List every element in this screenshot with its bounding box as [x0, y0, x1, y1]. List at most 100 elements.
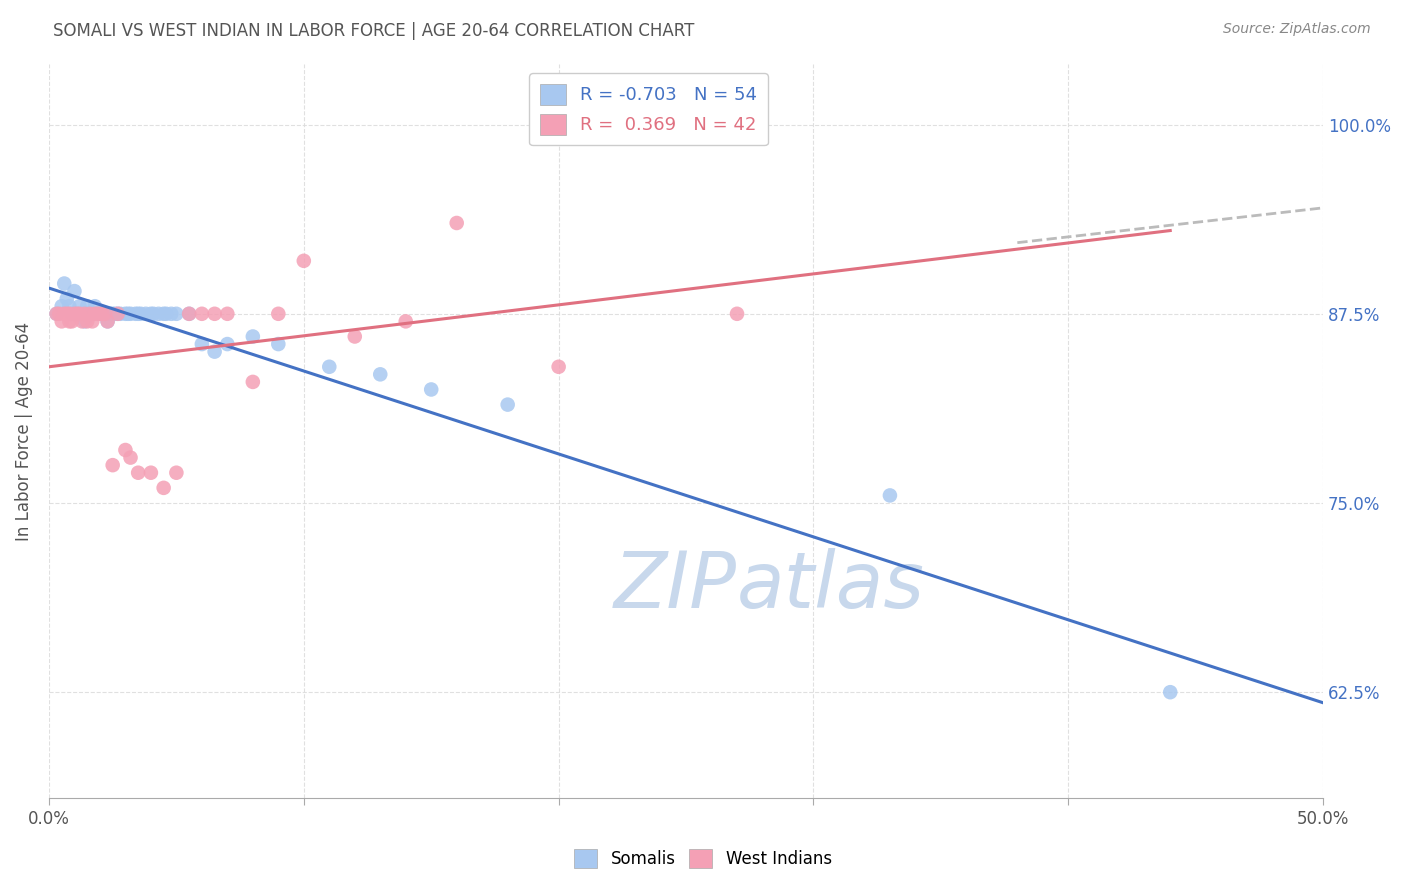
Point	[343, 329, 366, 343]
Point	[179, 307, 201, 321]
Point	[51, 299, 73, 313]
Point	[58, 307, 80, 321]
Text: ZIP: ZIP	[614, 549, 737, 624]
Point	[368, 368, 391, 382]
Point	[60, 307, 83, 321]
Point	[56, 292, 79, 306]
Point	[879, 488, 901, 502]
Point	[97, 314, 120, 328]
Point	[89, 307, 111, 321]
Point	[82, 314, 104, 328]
Point	[114, 307, 136, 321]
Point	[79, 307, 101, 321]
Point	[69, 307, 91, 321]
Point	[110, 307, 132, 321]
Point	[58, 299, 80, 313]
Point	[66, 307, 89, 321]
Point	[63, 307, 86, 321]
Point	[318, 359, 340, 374]
Point	[94, 307, 117, 321]
Point	[56, 307, 79, 321]
Point	[127, 466, 149, 480]
Point	[83, 299, 105, 313]
Point	[97, 314, 120, 328]
Point	[45, 307, 67, 321]
Point	[179, 307, 201, 321]
Point	[142, 307, 165, 321]
Point	[58, 314, 80, 328]
Point	[104, 307, 127, 321]
Point	[63, 284, 86, 298]
Point	[242, 329, 264, 343]
Point	[66, 307, 89, 321]
Point	[70, 314, 93, 328]
Point	[395, 314, 418, 328]
Point	[139, 466, 162, 480]
Point	[1159, 685, 1181, 699]
Point	[107, 307, 129, 321]
Point	[114, 443, 136, 458]
Point	[91, 307, 114, 321]
Point	[127, 307, 149, 321]
Point	[165, 466, 187, 480]
Point	[120, 307, 142, 321]
Point	[79, 307, 101, 321]
Point	[89, 307, 111, 321]
Y-axis label: In Labor Force | Age 20-64: In Labor Force | Age 20-64	[15, 321, 32, 541]
Point	[152, 307, 174, 321]
Point	[135, 307, 157, 321]
Point	[120, 450, 142, 465]
Text: SOMALI VS WEST INDIAN IN LABOR FORCE | AGE 20-64 CORRELATION CHART: SOMALI VS WEST INDIAN IN LABOR FORCE | A…	[53, 22, 695, 40]
Point	[69, 299, 91, 313]
Point	[420, 383, 443, 397]
Point	[117, 307, 139, 321]
Point	[53, 277, 76, 291]
Point	[191, 307, 214, 321]
Point	[94, 307, 117, 321]
Point	[51, 314, 73, 328]
Point	[76, 314, 98, 328]
Text: atlas: atlas	[737, 549, 925, 624]
Point	[725, 307, 748, 321]
Point	[82, 307, 104, 321]
Point	[70, 307, 93, 321]
Point	[160, 307, 183, 321]
Point	[242, 375, 264, 389]
Point	[53, 307, 76, 321]
Text: Source: ZipAtlas.com: Source: ZipAtlas.com	[1223, 22, 1371, 37]
Point	[107, 307, 129, 321]
Point	[547, 359, 569, 374]
Point	[101, 458, 124, 472]
Legend: R = -0.703   N = 54, R =  0.369   N = 42: R = -0.703 N = 54, R = 0.369 N = 42	[530, 73, 768, 145]
Point	[267, 337, 290, 351]
Point	[148, 307, 170, 321]
Point	[292, 253, 315, 268]
Point	[86, 307, 108, 321]
Point	[60, 314, 83, 328]
Point	[98, 307, 121, 321]
Point	[496, 398, 519, 412]
Point	[165, 307, 187, 321]
Point	[73, 307, 96, 321]
Point	[267, 307, 290, 321]
Point	[446, 216, 468, 230]
Point	[217, 337, 239, 351]
Point	[101, 307, 124, 321]
Point	[63, 307, 86, 321]
Point	[155, 307, 177, 321]
Point	[91, 307, 114, 321]
Point	[191, 337, 214, 351]
Point	[129, 307, 152, 321]
Point	[86, 307, 108, 321]
Point	[83, 307, 105, 321]
Point	[204, 344, 226, 359]
Point	[217, 307, 239, 321]
Point	[76, 299, 98, 313]
Point	[45, 307, 67, 321]
Point	[124, 307, 146, 321]
Point	[48, 307, 70, 321]
Point	[83, 307, 105, 321]
Legend: Somalis, West Indians: Somalis, West Indians	[568, 842, 838, 875]
Point	[76, 307, 98, 321]
Point	[152, 481, 174, 495]
